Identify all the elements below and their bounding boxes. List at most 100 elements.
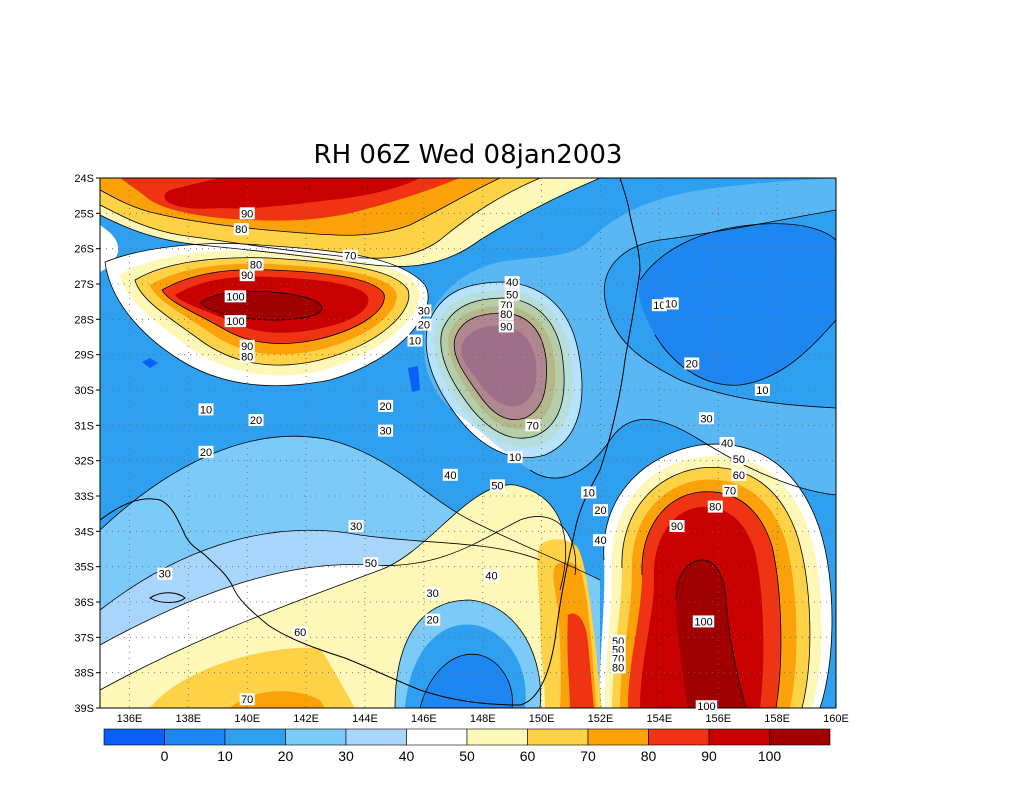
contour-line-blob-se-40	[603, 443, 833, 708]
fill-spot-0-east	[408, 366, 420, 392]
contour-label-bg	[498, 308, 514, 321]
colorbar-swatch	[285, 728, 347, 746]
contour-label-bg	[592, 534, 608, 547]
contour-label-bg	[239, 693, 255, 706]
lat-tick-label: 36S	[74, 597, 94, 609]
contour-label: 30	[418, 306, 430, 318]
lat-tick-label: 33S	[74, 491, 94, 503]
lat-tick-label: 37S	[74, 632, 94, 644]
contour-line-50	[100, 516, 577, 646]
colorbar-swatch	[345, 728, 407, 746]
contour-label-bg	[722, 484, 738, 497]
contour-label: 30	[700, 413, 712, 425]
colorbar-label: 10	[217, 748, 233, 764]
contour-label-bg	[425, 587, 441, 600]
contour-label-bg	[504, 288, 520, 301]
colorbar-swatch	[769, 728, 831, 746]
lon-tick-label: 150E	[529, 713, 555, 725]
fill-wedge-west	[100, 225, 119, 272]
contour-label-bg	[695, 700, 718, 713]
colorbar-label: 80	[641, 748, 657, 764]
contour-label: 20	[200, 447, 212, 459]
contour-label: 70	[527, 420, 539, 432]
contour-label-bg	[416, 318, 432, 331]
contour-label: 100	[694, 616, 712, 628]
contour-label: 20	[427, 615, 439, 627]
contour-label-bg	[498, 320, 514, 333]
fill-spot-0-west	[142, 358, 158, 368]
lon-tick-label: 158E	[764, 713, 790, 725]
lon-tick-label: 140E	[234, 713, 260, 725]
contour-label: 10	[583, 487, 595, 499]
contour-label: 40	[485, 571, 497, 583]
contour-label-bg	[157, 567, 173, 580]
lon-tick-label: 136E	[117, 713, 143, 725]
lon-tick-label: 148E	[470, 713, 496, 725]
colorbar-label: 60	[520, 748, 536, 764]
contour-label: 50	[365, 558, 377, 570]
contour-label-bg	[489, 479, 505, 492]
colorbar-label: 40	[399, 748, 415, 764]
fill-band-north-90	[164, 178, 420, 209]
fill-south-pool-10	[420, 654, 513, 708]
contour-label-bg	[239, 207, 255, 220]
contour-label: 50	[733, 454, 745, 466]
contour-label-bg	[707, 500, 723, 513]
contour-label: 80	[500, 309, 512, 321]
colorbar-swatch	[103, 728, 165, 746]
fill-blob-se-100	[676, 560, 746, 708]
contour-label: 70	[241, 694, 253, 706]
latitude-axis: 24S 25S 26S 27S 28S 29S 30S 31S 32S 33S 34S 35S 36S 3…	[74, 173, 100, 715]
contour-line-blob-se-100	[675, 559, 747, 708]
lon-tick-label: 138E	[175, 713, 201, 725]
contour-label-bg	[378, 399, 394, 412]
contour-label: 20	[379, 401, 391, 413]
colorbar-label: 70	[580, 748, 596, 764]
contour-label-bg	[378, 424, 394, 437]
lon-tick-label: 154E	[647, 713, 673, 725]
contour-line-blob-se-60	[621, 466, 811, 708]
colorbar-swatch	[648, 728, 710, 746]
contour-label: 50	[491, 480, 503, 492]
lat-tick-label: 27S	[74, 279, 94, 291]
contour-label-bg	[684, 357, 700, 370]
contour-line-blob-center-80	[453, 312, 547, 420]
lat-tick-label: 39S	[74, 703, 94, 715]
contour-label-bg	[224, 290, 247, 303]
contour-label: 20	[418, 320, 430, 332]
contour-label: 60	[733, 470, 745, 482]
lon-tick-label: 146E	[411, 713, 437, 725]
contour-label: 10	[200, 404, 212, 416]
contour-label: 20	[250, 415, 262, 427]
contour-label-bg	[239, 269, 255, 282]
fill-band-60-70-south	[150, 647, 355, 708]
contour-label: 10	[756, 385, 768, 397]
contour-line-south-pool-10	[419, 653, 513, 708]
contour-label-bg	[669, 520, 685, 533]
contour-label: 90	[241, 341, 253, 353]
contour-label-bg	[292, 626, 308, 639]
contour-line-north-70	[100, 178, 501, 236]
contour-label: 10	[653, 300, 665, 312]
contour-label-bg	[507, 451, 523, 464]
colorbar-label: 100	[758, 748, 782, 764]
contour-label: 100	[697, 701, 715, 713]
contour-label: 10	[665, 298, 677, 310]
contour-label-bg	[198, 445, 214, 458]
contour-label: 80	[612, 662, 624, 674]
contour-label-bg	[407, 334, 423, 347]
contour-label: 30	[427, 588, 439, 600]
map-frame	[99, 177, 837, 709]
contour-label: 40	[444, 470, 456, 482]
contour-label: 30	[350, 521, 362, 533]
coastline-path	[100, 178, 641, 706]
colorbar-label: 90	[701, 748, 717, 764]
contour-label-bg	[731, 452, 747, 465]
contour-label: 40	[506, 277, 518, 289]
contour-line-60	[100, 484, 566, 691]
contour-label: 20	[594, 505, 606, 517]
lat-tick-label: 34S	[74, 526, 94, 538]
contour-line-blob-center-40	[425, 281, 583, 459]
contour-label: 100	[226, 291, 244, 303]
